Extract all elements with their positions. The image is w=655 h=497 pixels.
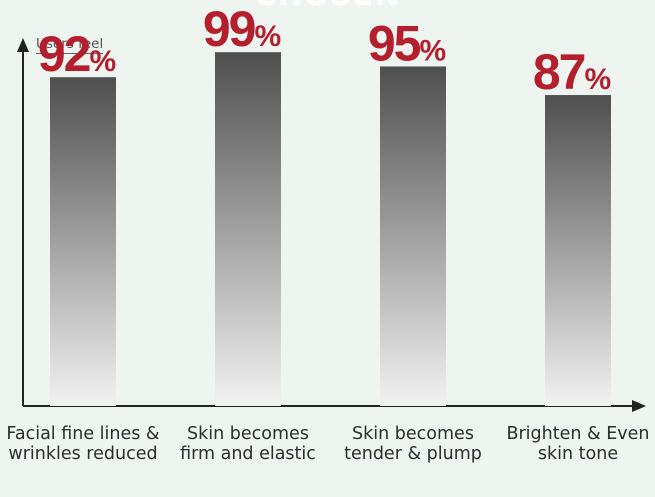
data-label-1: 92% [38,26,116,82]
category-label-1: Facial fine lines & wrinkles reduced [6,424,160,464]
category-label-2: Skin becomes firm and elastic [180,424,316,464]
category-label-3: Skin becomes tender & plump [344,424,482,464]
chart-title-fragment: CHOSEN [0,0,655,13]
bar-3 [380,66,446,407]
bar-1 [50,77,116,407]
data-label-2: 99% [203,1,281,57]
y-axis-arrow [17,38,29,52]
y-axis-label: Users feel [36,36,104,54]
data-label-4: 87% [533,44,611,100]
x-axis-arrow [632,400,646,412]
bar-2 [215,52,281,407]
category-label-4: Brighten & Even skin tone [506,424,649,464]
bar-4 [545,95,611,407]
data-label-3: 95% [368,15,446,71]
